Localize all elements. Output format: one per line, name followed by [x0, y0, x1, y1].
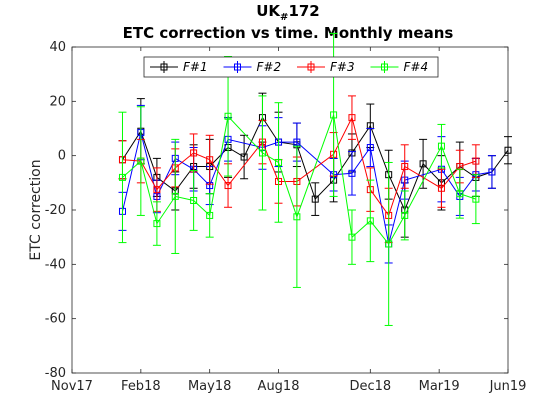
legend-item: F#2	[223, 60, 282, 74]
chart-title-main: UK	[256, 2, 281, 20]
data-point	[419, 160, 427, 168]
data-point	[366, 144, 374, 152]
chart-title-sub: #	[280, 12, 288, 23]
x-tick-label: Aug18	[258, 379, 300, 394]
legend-label: F#4	[404, 60, 429, 74]
data-point	[504, 146, 512, 154]
data-point	[190, 149, 198, 157]
data-point	[137, 157, 145, 165]
legend-marker	[234, 63, 241, 71]
y-tick-label: 40	[49, 40, 66, 55]
x-tick-label: Jun19	[489, 379, 527, 394]
legend-box	[143, 56, 439, 78]
legend-label: F#1	[183, 60, 208, 74]
series-layer	[118, 32, 512, 326]
data-point	[488, 168, 496, 176]
series-line	[122, 114, 477, 245]
data-point	[348, 114, 356, 122]
axes: -80 -60 -40 -20 0 20 40 Nov17 Feb18 May18 Aug18 Dec…	[45, 40, 527, 394]
legend-marker	[381, 63, 388, 71]
y-axis-label: ETC correction	[28, 159, 44, 260]
data-point	[472, 195, 480, 203]
legend-marker	[160, 63, 168, 71]
data-point	[224, 182, 232, 190]
y-tick-label: 0	[58, 149, 66, 164]
legend-label: F#2	[257, 60, 282, 74]
x-tick-label: Nov17	[51, 379, 93, 394]
data-point	[348, 233, 356, 241]
data-point	[366, 217, 374, 225]
data-point	[401, 211, 409, 219]
legend-label: F#3	[330, 60, 355, 74]
data-point	[437, 142, 445, 150]
y-tick-label: -60	[45, 312, 66, 327]
chart-title-num: 172	[288, 2, 319, 20]
y-tick-label: -40	[45, 257, 66, 272]
data-point	[153, 220, 161, 228]
y-tick-label: -80	[45, 366, 66, 381]
data-point	[348, 169, 356, 177]
data-point	[311, 195, 319, 203]
chart-title: UK#172	[256, 2, 320, 23]
legend-marker	[307, 63, 315, 71]
data-point	[437, 184, 445, 192]
data-point	[240, 153, 248, 161]
data-point	[456, 190, 464, 198]
data-point	[385, 240, 393, 248]
data-point	[224, 112, 232, 120]
chart-subtitle: ETC correction vs time. Monthly means	[123, 24, 454, 42]
data-point	[190, 196, 198, 204]
plot-area	[71, 46, 509, 374]
legend-item: F#1	[150, 60, 208, 74]
data-point	[206, 211, 214, 219]
y-tick-label: -20	[45, 203, 66, 218]
data-point	[118, 173, 126, 181]
series-line	[122, 116, 509, 212]
data-point	[275, 158, 283, 166]
data-point	[258, 149, 266, 157]
data-point	[401, 163, 409, 171]
data-point	[293, 213, 301, 221]
data-point	[293, 138, 301, 146]
x-tick-label: Dec18	[349, 379, 391, 394]
legend: F#1 F#2 F#3 F#4	[143, 56, 439, 78]
data-point	[206, 156, 214, 164]
y-tick-label: 20	[49, 94, 66, 109]
legend-item: F#4	[370, 60, 429, 74]
series-F4	[118, 32, 480, 326]
data-point	[153, 186, 161, 194]
data-point	[330, 111, 338, 119]
data-point	[472, 157, 480, 165]
x-tick-label: Feb18	[121, 379, 161, 394]
series-line	[122, 116, 477, 217]
data-point	[171, 192, 179, 200]
x-tick-label: May18	[188, 379, 231, 394]
x-tick-label: Mar19	[419, 379, 460, 394]
legend-item: F#3	[297, 60, 355, 74]
